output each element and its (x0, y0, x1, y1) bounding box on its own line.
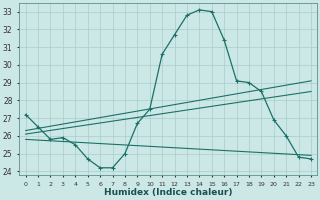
X-axis label: Humidex (Indice chaleur): Humidex (Indice chaleur) (104, 188, 233, 197)
